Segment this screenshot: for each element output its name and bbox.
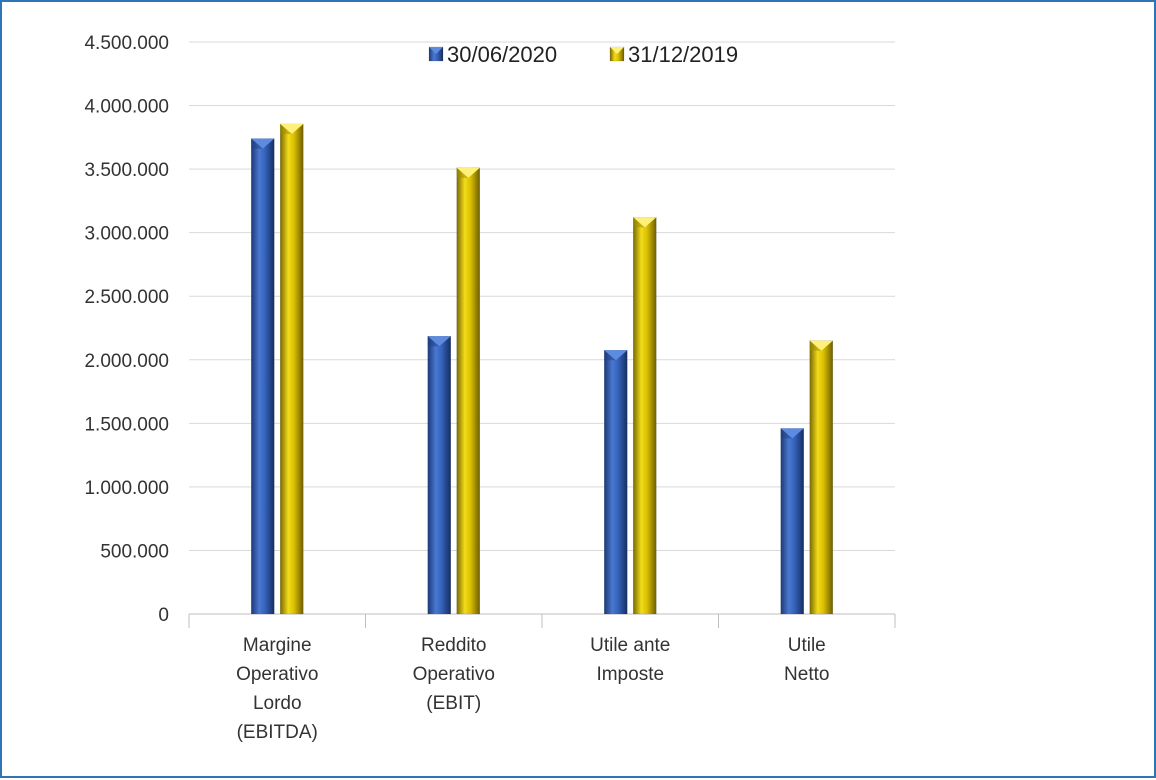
bar-cap [456,167,480,178]
bar-body [427,336,451,615]
x-category-label: Utile [788,635,826,656]
bar-body [809,340,833,615]
y-tick-label: 3.500.000 [84,160,169,181]
x-category-label: Margine [243,635,312,656]
bar-cap [280,123,304,134]
bar-cap-shade [809,340,822,351]
bar-1-0 [280,123,304,615]
x-category-label: Utile ante [590,635,670,656]
bar-cap-shade [280,123,292,134]
bar-0-0 [251,138,275,615]
bar-cap [780,428,804,439]
bar-cap [809,340,833,351]
bar-1-1 [456,167,480,615]
bar-body [280,123,304,615]
bar-0-1 [427,336,451,615]
bar-cap [633,217,657,228]
legend-swatch-cap [610,47,624,54]
x-category-label: Operativo [236,664,318,685]
legend-swatch-cap [429,47,443,54]
y-tick-label: 2.000.000 [84,351,169,372]
x-category-label: Reddito [421,635,487,656]
x-category-label: (EBITDA) [237,722,318,743]
x-category-label: (EBIT) [426,693,481,714]
y-tick-label: 4.500.000 [84,33,169,54]
bar-cap-shade [427,336,440,347]
x-axis-category-labels: Margine Operativo Lordo (EBITDA) Reddito Oper… [236,635,829,743]
bar-cap-shade [633,217,645,228]
y-tick-label: 1.000.000 [84,478,169,499]
y-tick-label: 500.000 [100,541,169,562]
y-tick-label: 1.500.000 [84,414,169,435]
bar-body [604,349,628,615]
bar-body [780,428,804,615]
gridlines [189,41,895,551]
x-category-label: Netto [784,664,829,685]
x-category-label: Imposte [596,664,664,685]
bar-body [456,167,480,615]
bar-body [251,138,275,615]
bar-0-3 [780,428,804,615]
bar-0-2 [604,349,628,615]
bar-cap [427,336,451,347]
bar-1-2 [633,217,657,615]
bar-1-3 [809,340,833,615]
bar-body [633,217,657,615]
y-tick-label: 0 [158,605,169,626]
bars [251,123,833,615]
bar-cap-shade [604,350,616,361]
bar-cap-shade [456,167,469,178]
x-axis [188,613,896,628]
y-tick-label: 4.000.000 [84,97,169,118]
x-category-label: Operativo [413,664,495,685]
y-axis-tick-labels: 0 500.000 1.000.000 1.500.000 2.000.000 2.500… [84,33,169,626]
legend-label: 30/06/2020 [447,42,557,67]
bar-cap [604,350,628,361]
bar-cap-shade [780,428,793,439]
bar-cap [251,138,275,149]
bar-cap-shade [251,138,263,149]
legend-label: 31/12/2019 [628,42,738,67]
x-category-label: Lordo [253,693,302,714]
legend: 30/06/2020 31/12/2019 [428,42,738,67]
y-tick-label: 3.000.000 [84,224,169,245]
y-tick-label: 2.500.000 [84,287,169,308]
